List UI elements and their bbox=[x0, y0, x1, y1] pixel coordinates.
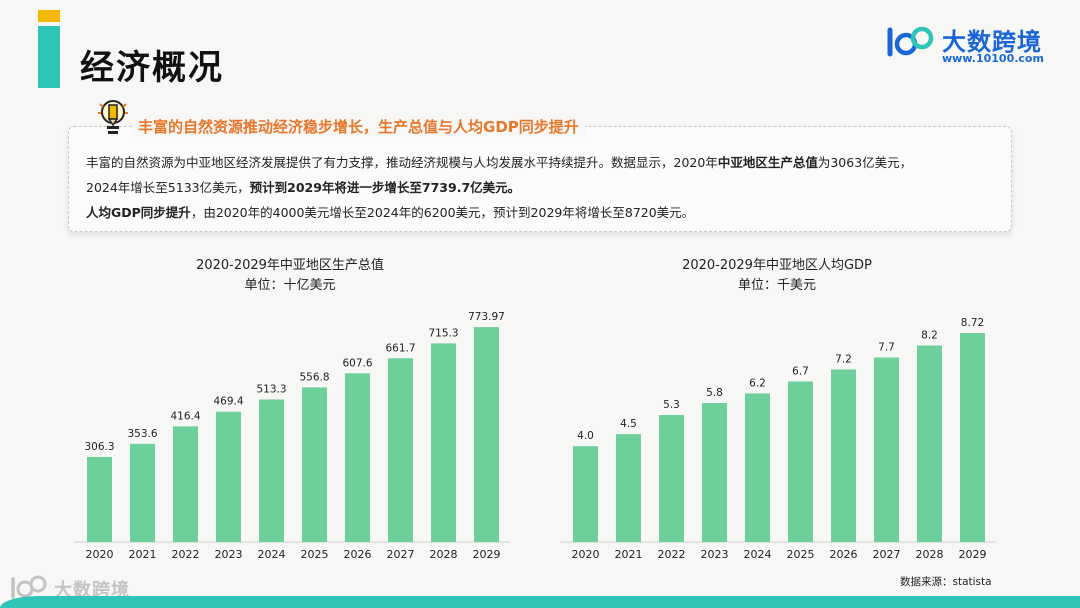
x-tick-label-2025: 2025 bbox=[787, 548, 815, 561]
accent-bar-yellow bbox=[38, 10, 60, 22]
data-label-2021: 4.5 bbox=[620, 418, 637, 430]
data-label-2021: 353.6 bbox=[127, 428, 157, 440]
data-source: 数据来源：statista bbox=[900, 576, 992, 588]
gdp-chart-unit: 单位：十亿美元 bbox=[244, 278, 336, 293]
x-tick-label-2022: 2022 bbox=[658, 548, 686, 561]
bar-2020 bbox=[573, 446, 598, 542]
data-label-2027: 7.7 bbox=[878, 342, 895, 354]
data-label-2022: 5.3 bbox=[663, 399, 680, 411]
bar-2025 bbox=[302, 387, 327, 542]
x-tick-label-2024: 2024 bbox=[258, 548, 286, 561]
x-tick-label-2027: 2027 bbox=[387, 548, 415, 561]
footer-watermark: 大数跨境 bbox=[8, 574, 148, 602]
brand-name: 大数跨境 bbox=[942, 28, 1042, 56]
bar-2022 bbox=[659, 415, 684, 542]
bar-2023 bbox=[702, 403, 727, 542]
x-tick-label-2028: 2028 bbox=[916, 548, 944, 561]
bottom-band bbox=[0, 596, 1080, 608]
bar-2023 bbox=[216, 411, 241, 542]
data-label-2029: 8.72 bbox=[961, 317, 984, 329]
brand-logo[interactable]: 大数跨境 www.10100.com bbox=[884, 22, 1054, 68]
gdp-chart-heading: 2020-2029年中亚地区生产总值 单位：十亿美元 bbox=[140, 256, 440, 296]
data-label-2028: 715.3 bbox=[428, 327, 458, 339]
gdp-per-capita-chart-title: 2020-2029年中亚地区人均GDP bbox=[682, 258, 872, 273]
bar-2029 bbox=[474, 327, 499, 542]
brand-mark-icon bbox=[887, 26, 934, 57]
data-label-2029: 773.97 bbox=[468, 311, 505, 323]
x-tick-label-2026: 2026 bbox=[344, 548, 372, 561]
x-tick-label-2029: 2029 bbox=[959, 548, 987, 561]
bar-2022 bbox=[173, 426, 198, 542]
data-label-2024: 513.3 bbox=[256, 383, 286, 395]
x-tick-label-2023: 2023 bbox=[215, 548, 243, 561]
bar-2028 bbox=[917, 345, 942, 542]
data-label-2025: 556.8 bbox=[299, 371, 329, 383]
callout-body: 丰富的自然资源为中亚地区经济发展提供了有力支撑，推动经济规模与人均发展水平持续提… bbox=[86, 150, 1006, 225]
bar-2028 bbox=[431, 343, 456, 542]
bar-2025 bbox=[788, 381, 813, 542]
gdp-per-capita-bar-chart: 4.0 2020 4.5 2021 5.3 2022 5.8 2023 6.2 2024 6.7 20… bbox=[560, 317, 996, 561]
bar-2026 bbox=[345, 373, 370, 542]
gdp-per-capita-chart-unit: 单位：千美元 bbox=[737, 278, 816, 293]
bar-2027 bbox=[388, 358, 413, 542]
bar-2021 bbox=[130, 443, 155, 542]
gdp-bar-chart: 306.3 2020 353.6 2021 416.4 2022 469.4 2023 513.… bbox=[74, 311, 510, 561]
bar-2029 bbox=[960, 333, 985, 542]
bar-2026 bbox=[831, 369, 856, 542]
x-tick-label-2020: 2020 bbox=[86, 548, 114, 561]
gdp-chart-title: 2020-2029年中亚地区生产总值 bbox=[196, 258, 384, 273]
bar-2021 bbox=[616, 434, 641, 542]
bar-2024 bbox=[745, 393, 770, 542]
data-label-2022: 416.4 bbox=[170, 410, 200, 422]
lightbulb-pencil-icon bbox=[98, 100, 128, 134]
data-label-2027: 661.7 bbox=[385, 342, 415, 354]
data-label-2020: 306.3 bbox=[84, 441, 114, 453]
data-label-2025: 6.7 bbox=[792, 365, 809, 377]
callout-line-1: 丰富的自然资源为中亚地区经济发展提供了有力支撑，推动经济规模与人均发展水平持续提… bbox=[86, 155, 913, 170]
bar-2027 bbox=[874, 357, 899, 542]
brand-url[interactable]: www.10100.com bbox=[942, 52, 1044, 65]
data-label-2026: 7.2 bbox=[835, 353, 852, 365]
gdp-per-capita-chart-heading: 2020-2029年中亚地区人均GDP 单位：千美元 bbox=[627, 256, 927, 296]
x-tick-label-2023: 2023 bbox=[701, 548, 729, 561]
x-tick-label-2020: 2020 bbox=[572, 548, 600, 561]
callout-line-2: 2024年增长至5133亿美元，预计到2029年将进一步增长至7739.7亿美元… bbox=[86, 180, 521, 195]
x-tick-label-2021: 2021 bbox=[129, 548, 157, 561]
x-tick-label-2021: 2021 bbox=[615, 548, 643, 561]
summary-callout bbox=[68, 126, 1012, 232]
x-tick-label-2028: 2028 bbox=[430, 548, 458, 561]
page-title: 经济概况 bbox=[80, 48, 224, 88]
data-label-2024: 6.2 bbox=[749, 377, 766, 389]
x-tick-label-2029: 2029 bbox=[473, 548, 501, 561]
data-label-2023: 469.4 bbox=[213, 396, 243, 408]
callout-heading: 丰富的自然资源推动经济稳步增长，生产总值与人均GDP同步提升 bbox=[132, 116, 585, 137]
data-label-2020: 4.0 bbox=[577, 430, 594, 442]
x-tick-label-2022: 2022 bbox=[172, 548, 200, 561]
footer-watermark-text: 大数跨境 bbox=[54, 580, 130, 601]
bar-2024 bbox=[259, 399, 284, 542]
callout-line-3: 人均GDP同步提升，由2020年的4000美元增长至2024年的6200美元，预… bbox=[86, 205, 695, 220]
x-tick-label-2024: 2024 bbox=[744, 548, 772, 561]
data-label-2026: 607.6 bbox=[342, 357, 372, 369]
accent-bar-teal bbox=[38, 26, 60, 88]
bar-2020 bbox=[87, 456, 112, 542]
x-tick-label-2027: 2027 bbox=[873, 548, 901, 561]
x-tick-label-2025: 2025 bbox=[301, 548, 329, 561]
data-label-2023: 5.8 bbox=[706, 387, 723, 399]
x-tick-label-2026: 2026 bbox=[830, 548, 858, 561]
data-label-2028: 8.2 bbox=[921, 330, 938, 342]
